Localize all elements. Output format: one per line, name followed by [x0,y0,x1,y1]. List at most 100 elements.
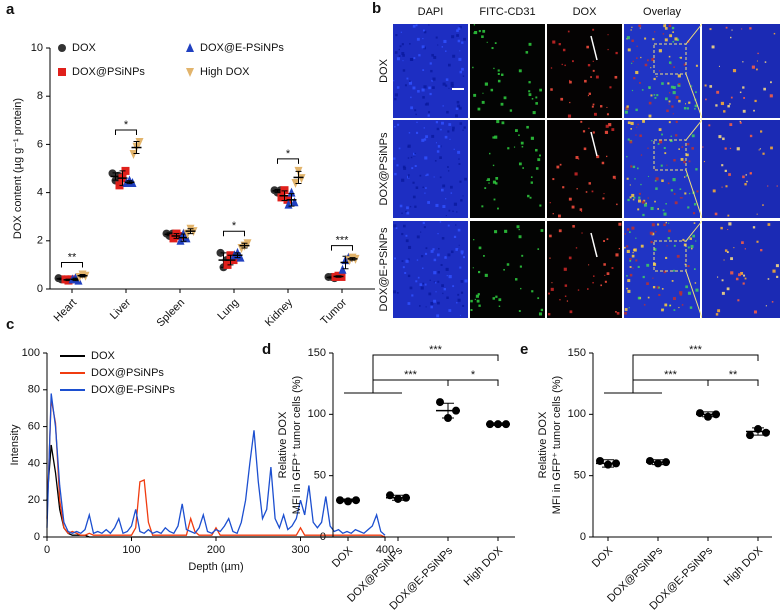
signal-speck [430,301,434,305]
signal-speck [518,310,521,312]
signal-speck [394,172,397,176]
signal-speck [663,223,666,227]
signal-speck [420,286,424,290]
signal-speck [500,102,504,106]
signal-speck [564,295,567,297]
signal-speck [490,88,494,92]
signal-speck [414,152,416,155]
signal-speck [753,109,755,112]
signal-speck [447,166,449,168]
signal-speck [652,262,657,266]
micrograph [470,221,545,318]
significance-label: * [471,369,476,381]
signal-speck [627,138,630,141]
signal-speck [631,193,635,197]
signal-speck [549,257,551,259]
signal-speck [432,86,435,89]
signal-speck [742,175,745,179]
signal-speck [762,152,765,155]
signal-speck [635,259,638,262]
significance-label: ** [68,251,77,263]
signal-speck [457,39,461,43]
signal-speck [414,205,417,208]
signal-speck [448,63,451,67]
signal-speck [711,45,715,49]
signal-speck [550,67,553,69]
signal-speck [594,112,597,116]
x-tick-label: 100 [122,544,140,556]
data-point [129,150,138,160]
signal-speck [647,59,649,62]
significance-label: *** [664,369,678,381]
signal-speck [401,232,404,236]
signal-speck [415,131,419,134]
signal-speck [558,214,561,218]
signal-speck [558,42,561,46]
significance-bracket [61,262,83,268]
signal-speck [429,62,432,65]
signal-speck [459,70,463,74]
signal-speck [693,222,696,224]
y-tick-label: 0 [34,531,40,543]
data-point [280,186,289,195]
signal-speck [648,101,652,105]
signal-speck [657,223,660,226]
signal-speck [685,257,687,259]
signal-speck [667,82,670,85]
signal-speck [422,267,424,269]
signal-speck [421,138,425,142]
signal-speck [650,94,653,97]
signal-speck [723,110,726,113]
data-point [58,44,66,52]
signal-speck [674,37,678,41]
signal-speck [455,248,459,251]
signal-speck [415,280,418,283]
signal-speck [527,194,530,198]
signal-speck [441,121,444,125]
signal-speck [463,126,466,129]
signal-speck [404,84,407,87]
signal-speck [656,76,658,78]
signal-speck [442,184,446,188]
signal-speck [494,230,498,234]
signal-speck [537,248,540,250]
signal-speck [474,31,478,35]
signal-speck [473,24,476,26]
signal-speck [408,132,411,134]
y-tick-label: 150 [308,347,326,359]
signal-speck [684,263,687,266]
signal-speck [607,34,609,36]
signal-speck [673,159,676,162]
signal-speck [771,301,774,303]
signal-speck [666,164,668,166]
significance-bracket [632,379,709,393]
x-tick-label: Heart [52,297,80,325]
signal-speck [568,197,572,201]
signal-speck [494,135,498,139]
data-line [46,393,386,536]
data-point [179,228,188,238]
legend-label: DOX [91,350,116,362]
signal-speck [675,134,678,137]
signal-speck [452,54,456,58]
data-line [46,398,386,538]
signal-speck [486,179,488,181]
signal-speck [483,255,485,257]
signal-speck [678,306,680,309]
signal-speck [671,280,674,282]
signal-speck [407,302,411,305]
signal-speck [654,31,656,33]
signal-speck [607,48,609,51]
signal-speck [407,274,411,278]
signal-speck [531,290,534,293]
signal-speck [626,177,629,180]
signal-speck [626,228,630,231]
signal-speck [431,79,434,82]
signal-speck [415,113,417,116]
signal-speck [687,291,692,295]
signal-speck [481,205,484,208]
signal-speck [498,305,501,307]
signal-speck [684,103,687,105]
signal-speck [629,140,633,144]
signal-speck [725,26,728,29]
